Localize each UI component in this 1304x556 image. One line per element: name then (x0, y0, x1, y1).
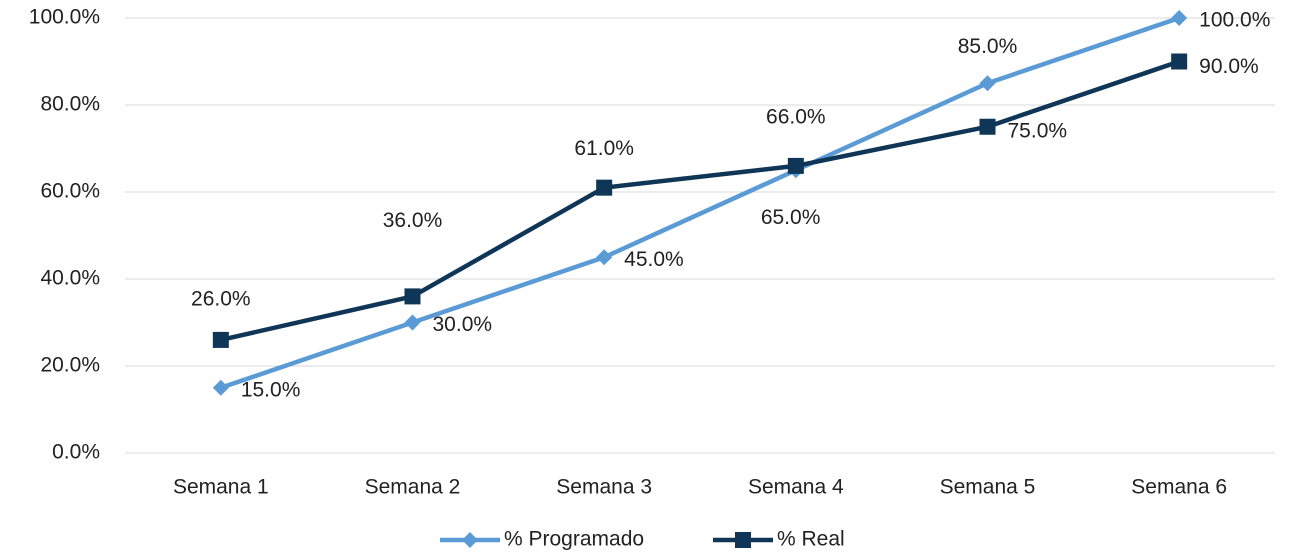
marker (404, 288, 421, 305)
data-label: 36.0% (383, 209, 443, 232)
x-tick-label: Semana 6 (1131, 476, 1227, 499)
legend-marker (735, 532, 751, 548)
x-tick-label: Semana 5 (940, 476, 1036, 499)
x-tick-label: Semana 4 (748, 476, 844, 499)
marker (212, 379, 229, 396)
data-label: 30.0% (433, 313, 493, 336)
data-label: 45.0% (624, 248, 684, 271)
data-label: 61.0% (574, 137, 634, 160)
legend-label: % Programado (504, 528, 644, 551)
data-label: 65.0% (761, 206, 821, 229)
series-line (220, 15, 1180, 390)
data-label: 66.0% (766, 105, 826, 128)
data-label: 26.0% (191, 287, 251, 310)
y-tick-label: 60.0% (40, 180, 100, 203)
data-label: 15.0% (241, 378, 301, 401)
marker (404, 314, 421, 331)
series-line (220, 59, 1180, 343)
marker (596, 249, 613, 266)
marker (596, 179, 613, 196)
y-tick-label: 40.0% (40, 267, 100, 290)
x-tick-label: Semana 1 (173, 476, 269, 499)
data-label: 100.0% (1199, 9, 1270, 32)
marker (212, 331, 229, 348)
y-tick-label: 0.0% (52, 441, 100, 464)
x-tick-label: Semana 2 (365, 476, 461, 499)
legend-label: % Real (777, 528, 845, 551)
data-label: 85.0% (958, 35, 1018, 58)
y-tick-label: 80.0% (40, 93, 100, 116)
marker (979, 75, 996, 92)
marker (1171, 10, 1188, 26)
y-tick-label: 20.0% (40, 354, 100, 377)
marker (787, 157, 804, 174)
y-tick-label: 100.0% (29, 6, 100, 29)
legend-marker (462, 532, 478, 548)
marker (1171, 53, 1188, 70)
data-label: 75.0% (1008, 119, 1068, 142)
x-tick-label: Semana 3 (556, 476, 652, 499)
data-label: 90.0% (1199, 55, 1259, 78)
marker (979, 118, 996, 135)
